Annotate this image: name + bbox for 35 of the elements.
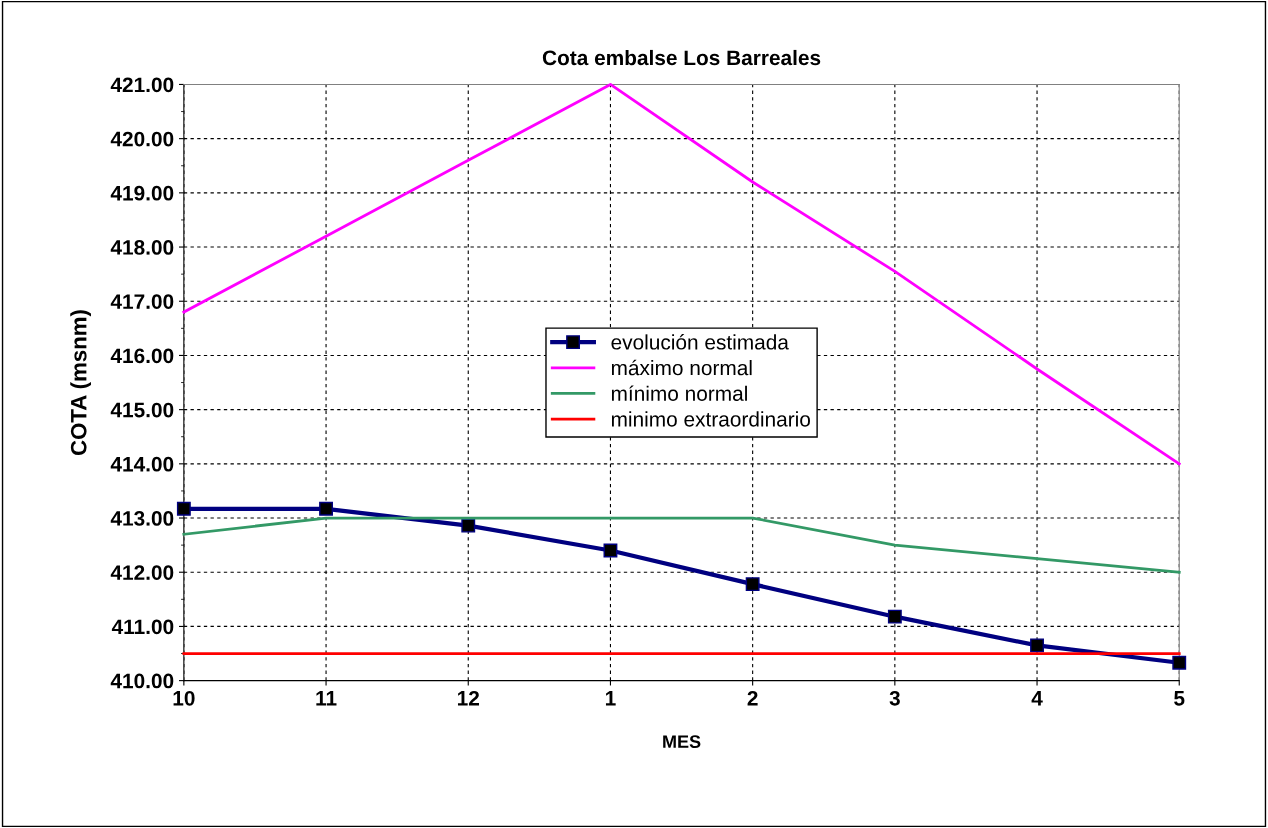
y-axis-title: COTA (msnm)	[70, 310, 91, 456]
legend-label: evolución estimada	[611, 334, 789, 350]
y-tick-label: 410.00	[110, 673, 174, 689]
chart-title: Cota embalse Los Barreales	[542, 49, 821, 66]
legend-label: máximo normal	[611, 359, 752, 376]
x-tick-label: 10	[173, 690, 195, 706]
line-series	[182, 516, 1181, 574]
point	[887, 609, 902, 624]
point	[176, 501, 191, 516]
x-tick-label: 3	[889, 690, 900, 706]
y-tick-label: 415.00	[110, 402, 174, 418]
y-tick-label: 418.00	[110, 240, 174, 255]
x-tick-label: 2	[747, 690, 758, 706]
y-tick-label: 419.00	[110, 185, 174, 201]
y-tick-label: 413.00	[110, 511, 174, 526]
y-tick-label: 420.00	[110, 131, 174, 147]
point	[319, 501, 334, 516]
x-tick-label: 11	[316, 691, 337, 706]
point	[461, 518, 476, 533]
point	[745, 577, 760, 592]
x-tick-label: 12	[457, 690, 480, 706]
y-tick-label: 421.00	[110, 77, 174, 93]
point	[1172, 655, 1187, 670]
y-tick-label: 412.00	[110, 565, 174, 580]
y-tick-label: 417.00	[110, 294, 174, 309]
x-axis-title: MES	[663, 735, 701, 749]
y-tick-label: 416.00	[110, 348, 174, 364]
legend-label: minimo extraordinario	[611, 411, 810, 427]
y-tick-label: 414.00	[110, 456, 174, 472]
point	[1030, 638, 1044, 653]
legend-label: mínimo normal	[611, 385, 747, 401]
y-tick-label: 411.00	[111, 619, 174, 635]
x-tick-label: 1	[605, 691, 616, 706]
x-tick-label: 5	[1174, 691, 1185, 706]
x-tick-label: 4	[1031, 691, 1043, 706]
